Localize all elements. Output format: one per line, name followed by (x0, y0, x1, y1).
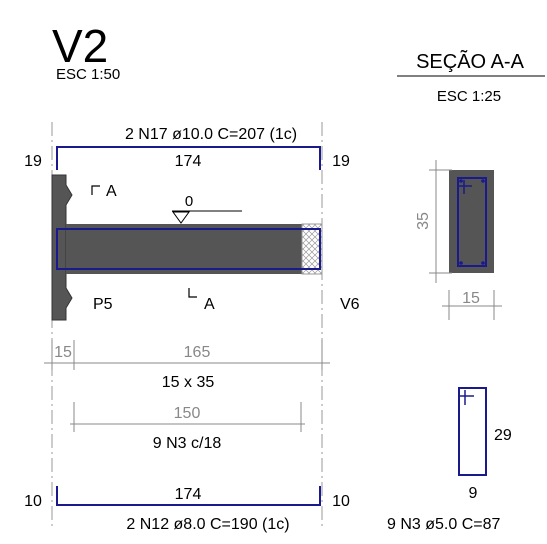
section-cut-bottom-marker (188, 288, 197, 298)
section-cut-top-marker (91, 185, 100, 195)
section-height-dim: 35 (415, 212, 432, 230)
section-cut-top-label: A (106, 183, 117, 200)
left-support-label: P5 (93, 296, 113, 313)
beam-body (66, 224, 302, 274)
top-bar-length: 174 (175, 153, 202, 170)
rebar-dot-br (481, 261, 485, 265)
stirrup-spec: 9 N3 c/18 (153, 435, 222, 452)
stirrup-detail-shape (458, 387, 487, 476)
bottom-bar-spec: 2 N12 ø8.0 C=190 (1c) (126, 516, 289, 533)
right-support-label: V6 (340, 296, 360, 313)
beam-title: V2 (52, 20, 108, 72)
level-triangle-icon (172, 211, 190, 224)
bottom-bar-length: 174 (175, 486, 202, 503)
bottom-right-hook: 10 (332, 493, 350, 510)
support-v6-hatch (301, 223, 323, 275)
stirrup-detail-height: 29 (494, 427, 512, 444)
section-cut-bottom-label: A (204, 296, 215, 313)
top-left-hook: 19 (24, 153, 42, 170)
top-bar-spec: 2 N17 ø10.0 C=207 (1c) (125, 126, 297, 143)
bottom-left-hook: 10 (24, 493, 42, 510)
rebar-dot-bl (459, 261, 463, 265)
rebar-dot-tl (459, 179, 463, 183)
pillar-p5 (51, 174, 73, 321)
section-scale: ESC 1:25 (437, 88, 501, 105)
top-right-hook: 19 (332, 153, 350, 170)
section-dims-label: 15 x 35 (162, 374, 215, 391)
rebar-dot-tr (481, 179, 485, 183)
top-rebar-shape (56, 146, 321, 170)
level-label: 0 (185, 193, 193, 210)
span-dim: 165 (184, 344, 211, 361)
section-title: SEÇÃO A-A (416, 49, 524, 73)
section-stirrup (457, 177, 487, 267)
stirrup-detail-spec: 9 N3 ø5.0 C=87 (387, 516, 501, 533)
stirrup-detail-width: 9 (469, 485, 478, 502)
beam-rebar-cage (56, 228, 321, 270)
section-width-dim: 15 (462, 290, 480, 307)
bottom-rebar-shape (56, 486, 321, 506)
beam-scale: ESC 1:50 (56, 66, 120, 83)
stirrup-length-dim: 150 (174, 405, 201, 422)
support-width-dim: 15 (54, 344, 72, 361)
